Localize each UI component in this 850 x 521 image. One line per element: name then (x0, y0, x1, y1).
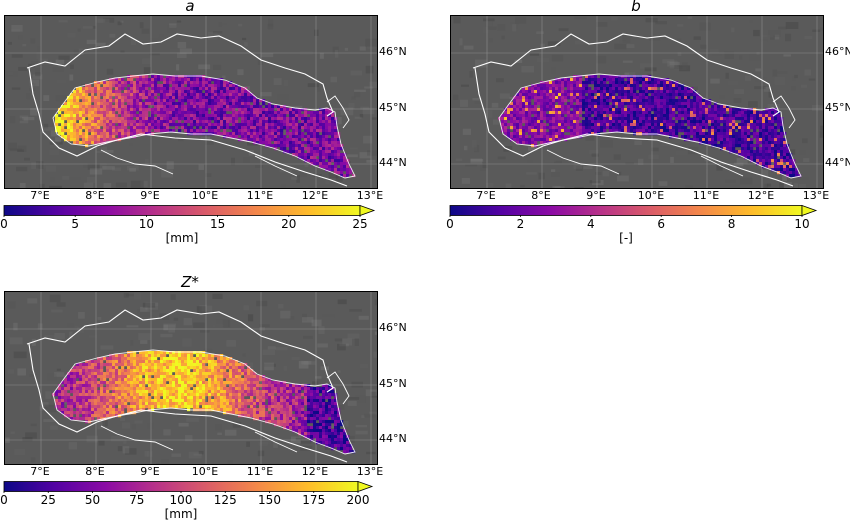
map-canvas (451, 16, 823, 188)
colorbar-gradient (3, 204, 376, 217)
lat-label: 44°N (379, 432, 407, 445)
colorbar: 0 2 4 6 8 10 [-] (446, 204, 818, 245)
lon-label: 11°E (246, 465, 274, 478)
lon-label: 7°E (30, 465, 50, 478)
colorbar-bar (3, 481, 359, 492)
region-boundary (26, 33, 348, 187)
colorbar-tick-label: 100 (169, 493, 193, 507)
colorbar-tick-label: 6 (657, 217, 666, 231)
colorbar-tick-label: 75 (129, 493, 145, 507)
panel-title: a (185, 0, 195, 15)
panel-b: b 46°N 45°N 44°N 7°E 8°E 9°E 10°E 11°E 1… (446, 0, 850, 250)
colorbar: 0 25 50 75 100 125 150 175 200 [mm] (0, 480, 374, 521)
colorbar-tick-label: 25 (352, 217, 368, 231)
colorbar-tick-label: 200 (346, 493, 370, 507)
lat-label: 46°N (379, 45, 407, 58)
coastline (100, 371, 350, 453)
field-pixels (52, 351, 356, 454)
region-boundary (472, 33, 794, 187)
colorbar-extend-arrow (357, 480, 374, 493)
panel-title: b (631, 0, 641, 15)
field-pixels (498, 75, 802, 178)
lat-label: 45°N (379, 101, 407, 114)
lon-label: 9°E (140, 465, 160, 478)
map-area (4, 291, 378, 465)
lat-label: 46°N (379, 321, 407, 334)
colorbar-extend-arrow (359, 204, 376, 217)
lat-label: 46°N (825, 45, 850, 58)
lon-label: 9°E (586, 189, 606, 202)
colorbar-tick-label: 5 (71, 217, 80, 231)
colorbar-tick-label: 20 (281, 217, 297, 231)
colorbar-tick-label: 8 (727, 217, 736, 231)
colorbar-tick-label: 10 (138, 217, 155, 231)
map-canvas (5, 292, 377, 464)
colorbar-bar (3, 205, 361, 216)
colorbar-bar (449, 205, 803, 216)
lon-label: 13°E (356, 465, 384, 478)
map-area (450, 15, 824, 189)
basin-outline (52, 73, 356, 179)
lat-label: 44°N (825, 156, 850, 169)
region-boundary (26, 309, 348, 463)
colorbar-tick-label: 50 (84, 493, 101, 507)
colorbar-unit: [mm] (164, 507, 198, 521)
colorbar-tick-label: 15 (209, 217, 226, 231)
lon-label: 11°E (246, 189, 274, 202)
lon-label: 7°E (476, 189, 496, 202)
lon-label: 12°E (301, 465, 329, 478)
lon-label: 12°E (747, 189, 775, 202)
lon-label: 10°E (191, 465, 219, 478)
lat-label: 45°N (825, 101, 850, 114)
lon-label: 8°E (85, 465, 105, 478)
colorbar-tick-label: 0 (0, 217, 8, 231)
colorbar-tick-label: 2 (516, 217, 525, 231)
colorbar-gradient (3, 480, 374, 493)
colorbar: 0 5 10 15 20 25 [mm] (0, 204, 376, 245)
colorbar-tick-label: 4 (586, 217, 595, 231)
colorbar-tick-label: 175 (302, 493, 326, 507)
basin-outline (52, 349, 356, 455)
lon-label: 12°E (301, 189, 329, 202)
lon-label: 8°E (531, 189, 551, 202)
lat-label: 45°N (379, 377, 407, 390)
colorbar-extend-arrow (801, 204, 818, 217)
map-area (4, 15, 378, 189)
lon-label: 10°E (637, 189, 665, 202)
lon-label: 9°E (140, 189, 160, 202)
colorbar-unit: [-] (619, 231, 633, 245)
colorbar-gradient (449, 204, 818, 217)
lon-label: 10°E (191, 189, 219, 202)
basin-outline (498, 73, 802, 179)
panel-title: Z* (181, 273, 199, 291)
lon-label: 13°E (802, 189, 830, 202)
map-canvas (5, 16, 377, 188)
colorbar-tick-label: 25 (40, 493, 56, 507)
lon-label: 13°E (356, 189, 384, 202)
lon-label: 8°E (85, 189, 105, 202)
colorbar-unit: [mm] (165, 231, 199, 245)
panel-a: a 46°N 45°N 44°N 7°E 8°E 9°E 10°E 11°E 1… (0, 0, 407, 250)
colorbar-tick-label: 0 (0, 493, 8, 507)
coastline (100, 95, 350, 177)
field-pixels (55, 75, 356, 178)
lat-label: 44°N (379, 156, 407, 169)
colorbar-tick-label: 10 (794, 217, 810, 231)
colorbar-tick-label: 0 (446, 217, 454, 231)
lon-label: 11°E (692, 189, 720, 202)
colorbar-tick-label: 125 (213, 493, 237, 507)
colorbar-tick-label: 150 (258, 493, 281, 507)
lon-label: 7°E (30, 189, 50, 202)
panel-z: Z* 46°N 45°N 44°N 7°E 8°E 9°E 10°E 11°E … (0, 273, 407, 521)
coastline (546, 95, 796, 177)
